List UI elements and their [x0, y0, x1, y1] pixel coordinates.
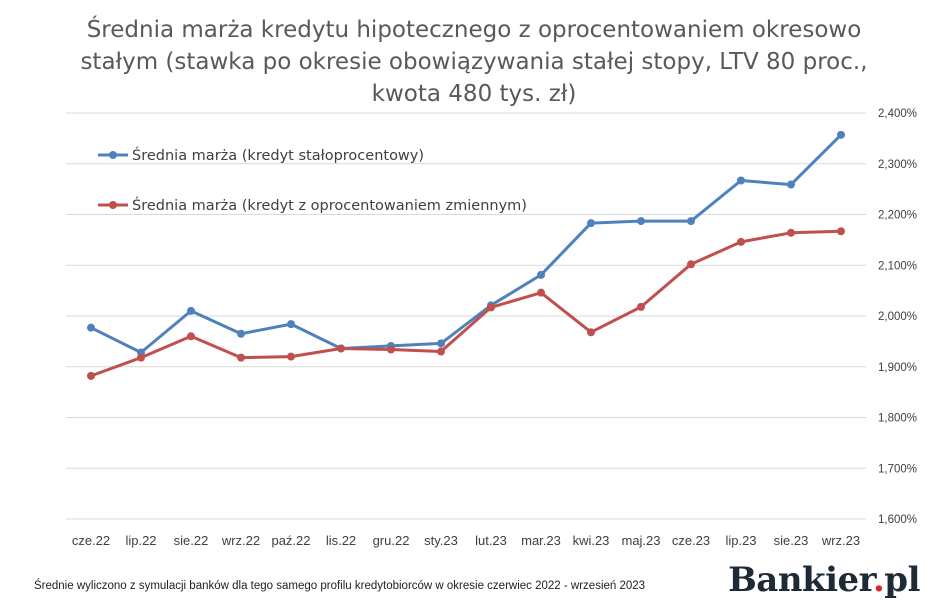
y-tick-label: 1,700%	[878, 463, 917, 475]
data-point	[787, 180, 795, 189]
x-tick-label: lip.22	[125, 533, 156, 548]
data-point	[237, 329, 245, 338]
y-tick-label: 2,300%	[878, 159, 917, 171]
chart-title: Średnia marża kredytu hipotecznego z opr…	[0, 14, 948, 110]
y-tick-label: 1,600%	[878, 514, 917, 526]
data-point	[287, 320, 295, 329]
data-point	[337, 344, 345, 353]
data-point	[787, 228, 795, 237]
y-tick-label: 1,900%	[878, 362, 917, 374]
x-tick-label: kwi.23	[573, 533, 610, 548]
x-tick-label: wrz.22	[221, 533, 260, 548]
series-line	[90, 133, 843, 354]
chart-title-line-2: stałym (stawka po okresie obowiązywania …	[80, 49, 868, 75]
data-point	[187, 306, 195, 315]
x-axis-tick-labels: cze.22 lip.22 sie.22 wrz.22 paź.22 lis.22 gru.…	[72, 533, 860, 548]
chart-title-line-1: Średnia marża kredytu hipotecznego z opr…	[86, 17, 862, 43]
x-tick-label: maj.23	[621, 533, 660, 548]
chart-title-line-3: kwota 480 tys. zł)	[371, 81, 577, 107]
data-point	[187, 332, 195, 341]
legend: Średnia marża (kredyt stałoprocentowy) Śr…	[98, 146, 527, 214]
y-axis-tick-labels: 1,600% 1,700% 1,800% 1,900% 2,000% 2,100% 2,20…	[878, 108, 917, 526]
data-point	[437, 347, 445, 356]
data-point	[837, 130, 845, 139]
legend-label: Średnia marża (kredyt z oprocentowaniem …	[132, 196, 527, 214]
data-point	[687, 217, 695, 226]
brand-tld: pl	[884, 560, 920, 600]
data-point	[537, 288, 545, 297]
data-point	[587, 328, 595, 337]
legend-marker	[109, 201, 117, 209]
data-point	[837, 227, 845, 236]
y-tick-label: 2,200%	[878, 210, 917, 222]
x-tick-label: wrz.23	[821, 533, 860, 548]
data-point	[237, 353, 245, 362]
x-tick-label: cze.22	[72, 533, 110, 548]
grid-layer	[66, 112, 866, 520]
data-point	[737, 237, 745, 246]
legend-label: Średnia marża (kredyt stałoprocentowy)	[132, 146, 424, 164]
data-point	[637, 302, 645, 311]
x-tick-label: sie.23	[774, 533, 809, 548]
y-tick-label: 2,000%	[878, 311, 917, 323]
x-tick-label: lut.23	[475, 533, 507, 548]
series-line	[90, 229, 842, 378]
x-tick-label: sty.23	[424, 533, 458, 548]
data-point	[487, 303, 495, 312]
y-tick-label: 2,100%	[878, 260, 917, 272]
y-tick-label: 1,800%	[878, 413, 917, 425]
data-point	[687, 260, 695, 269]
brand-dot: .	[872, 560, 885, 600]
data-point	[87, 323, 95, 332]
data-point	[537, 270, 545, 279]
data-point	[137, 353, 145, 362]
data-point	[87, 371, 95, 380]
x-tick-label: lip.23	[725, 533, 756, 548]
legend-marker	[109, 151, 117, 159]
data-point	[637, 217, 645, 226]
x-tick-label: cze.23	[672, 533, 710, 548]
x-tick-label: mar.23	[521, 533, 561, 548]
x-tick-label: sie.22	[174, 533, 209, 548]
series-2	[87, 227, 845, 380]
data-point	[287, 352, 295, 361]
brand-name: Bankier	[728, 560, 873, 600]
data-point	[737, 176, 745, 185]
series-layer	[87, 130, 845, 380]
data-point	[387, 345, 395, 354]
data-point	[437, 339, 445, 348]
data-point	[587, 219, 595, 228]
x-tick-label: lis.22	[326, 533, 356, 548]
footnote: Średnie wyliczono z symulacji banków dla…	[34, 580, 646, 592]
bankier-logo: Bankier.pl	[728, 560, 920, 600]
x-tick-label: paź.22	[271, 533, 310, 548]
series-1	[87, 130, 845, 357]
y-tick-label: 2,400%	[878, 108, 917, 120]
x-tick-label: gru.22	[373, 533, 410, 548]
